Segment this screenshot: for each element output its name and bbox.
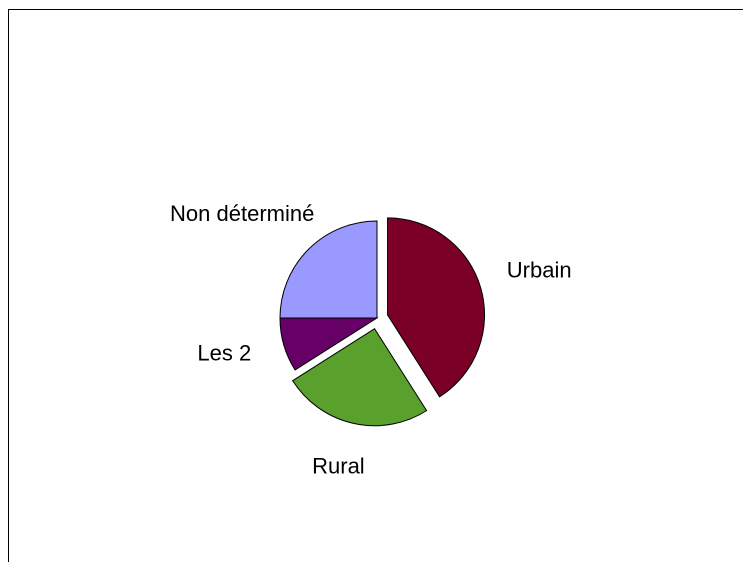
pie-slice-rural — [292, 328, 428, 427]
pie-slice-non-d-termin- — [279, 220, 378, 319]
pie-slices — [279, 217, 486, 427]
slice-label-les-2: Les 2 — [197, 340, 251, 365]
slice-label-rural: Rural — [312, 454, 365, 479]
pie-labels: Urbain Rural Les 2 Non déterminé — [170, 201, 572, 478]
slice-label-urbain: Urbain — [507, 257, 572, 282]
slice-label-non-d-termin-: Non déterminé — [170, 201, 314, 226]
pie-slice-urbain — [387, 217, 486, 398]
